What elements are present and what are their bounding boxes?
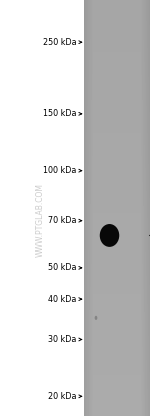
Text: 100 kDa: 100 kDa bbox=[43, 166, 76, 175]
Ellipse shape bbox=[100, 224, 119, 247]
Text: 50 kDa: 50 kDa bbox=[48, 263, 76, 272]
Text: 40 kDa: 40 kDa bbox=[48, 295, 76, 304]
Ellipse shape bbox=[95, 316, 97, 320]
Text: 150 kDa: 150 kDa bbox=[43, 109, 76, 118]
Text: 250 kDa: 250 kDa bbox=[43, 38, 76, 47]
Text: WWW.PTGLAB.COM: WWW.PTGLAB.COM bbox=[36, 183, 45, 258]
Text: 30 kDa: 30 kDa bbox=[48, 335, 76, 344]
Text: 70 kDa: 70 kDa bbox=[48, 216, 76, 225]
Text: 20 kDa: 20 kDa bbox=[48, 392, 76, 401]
